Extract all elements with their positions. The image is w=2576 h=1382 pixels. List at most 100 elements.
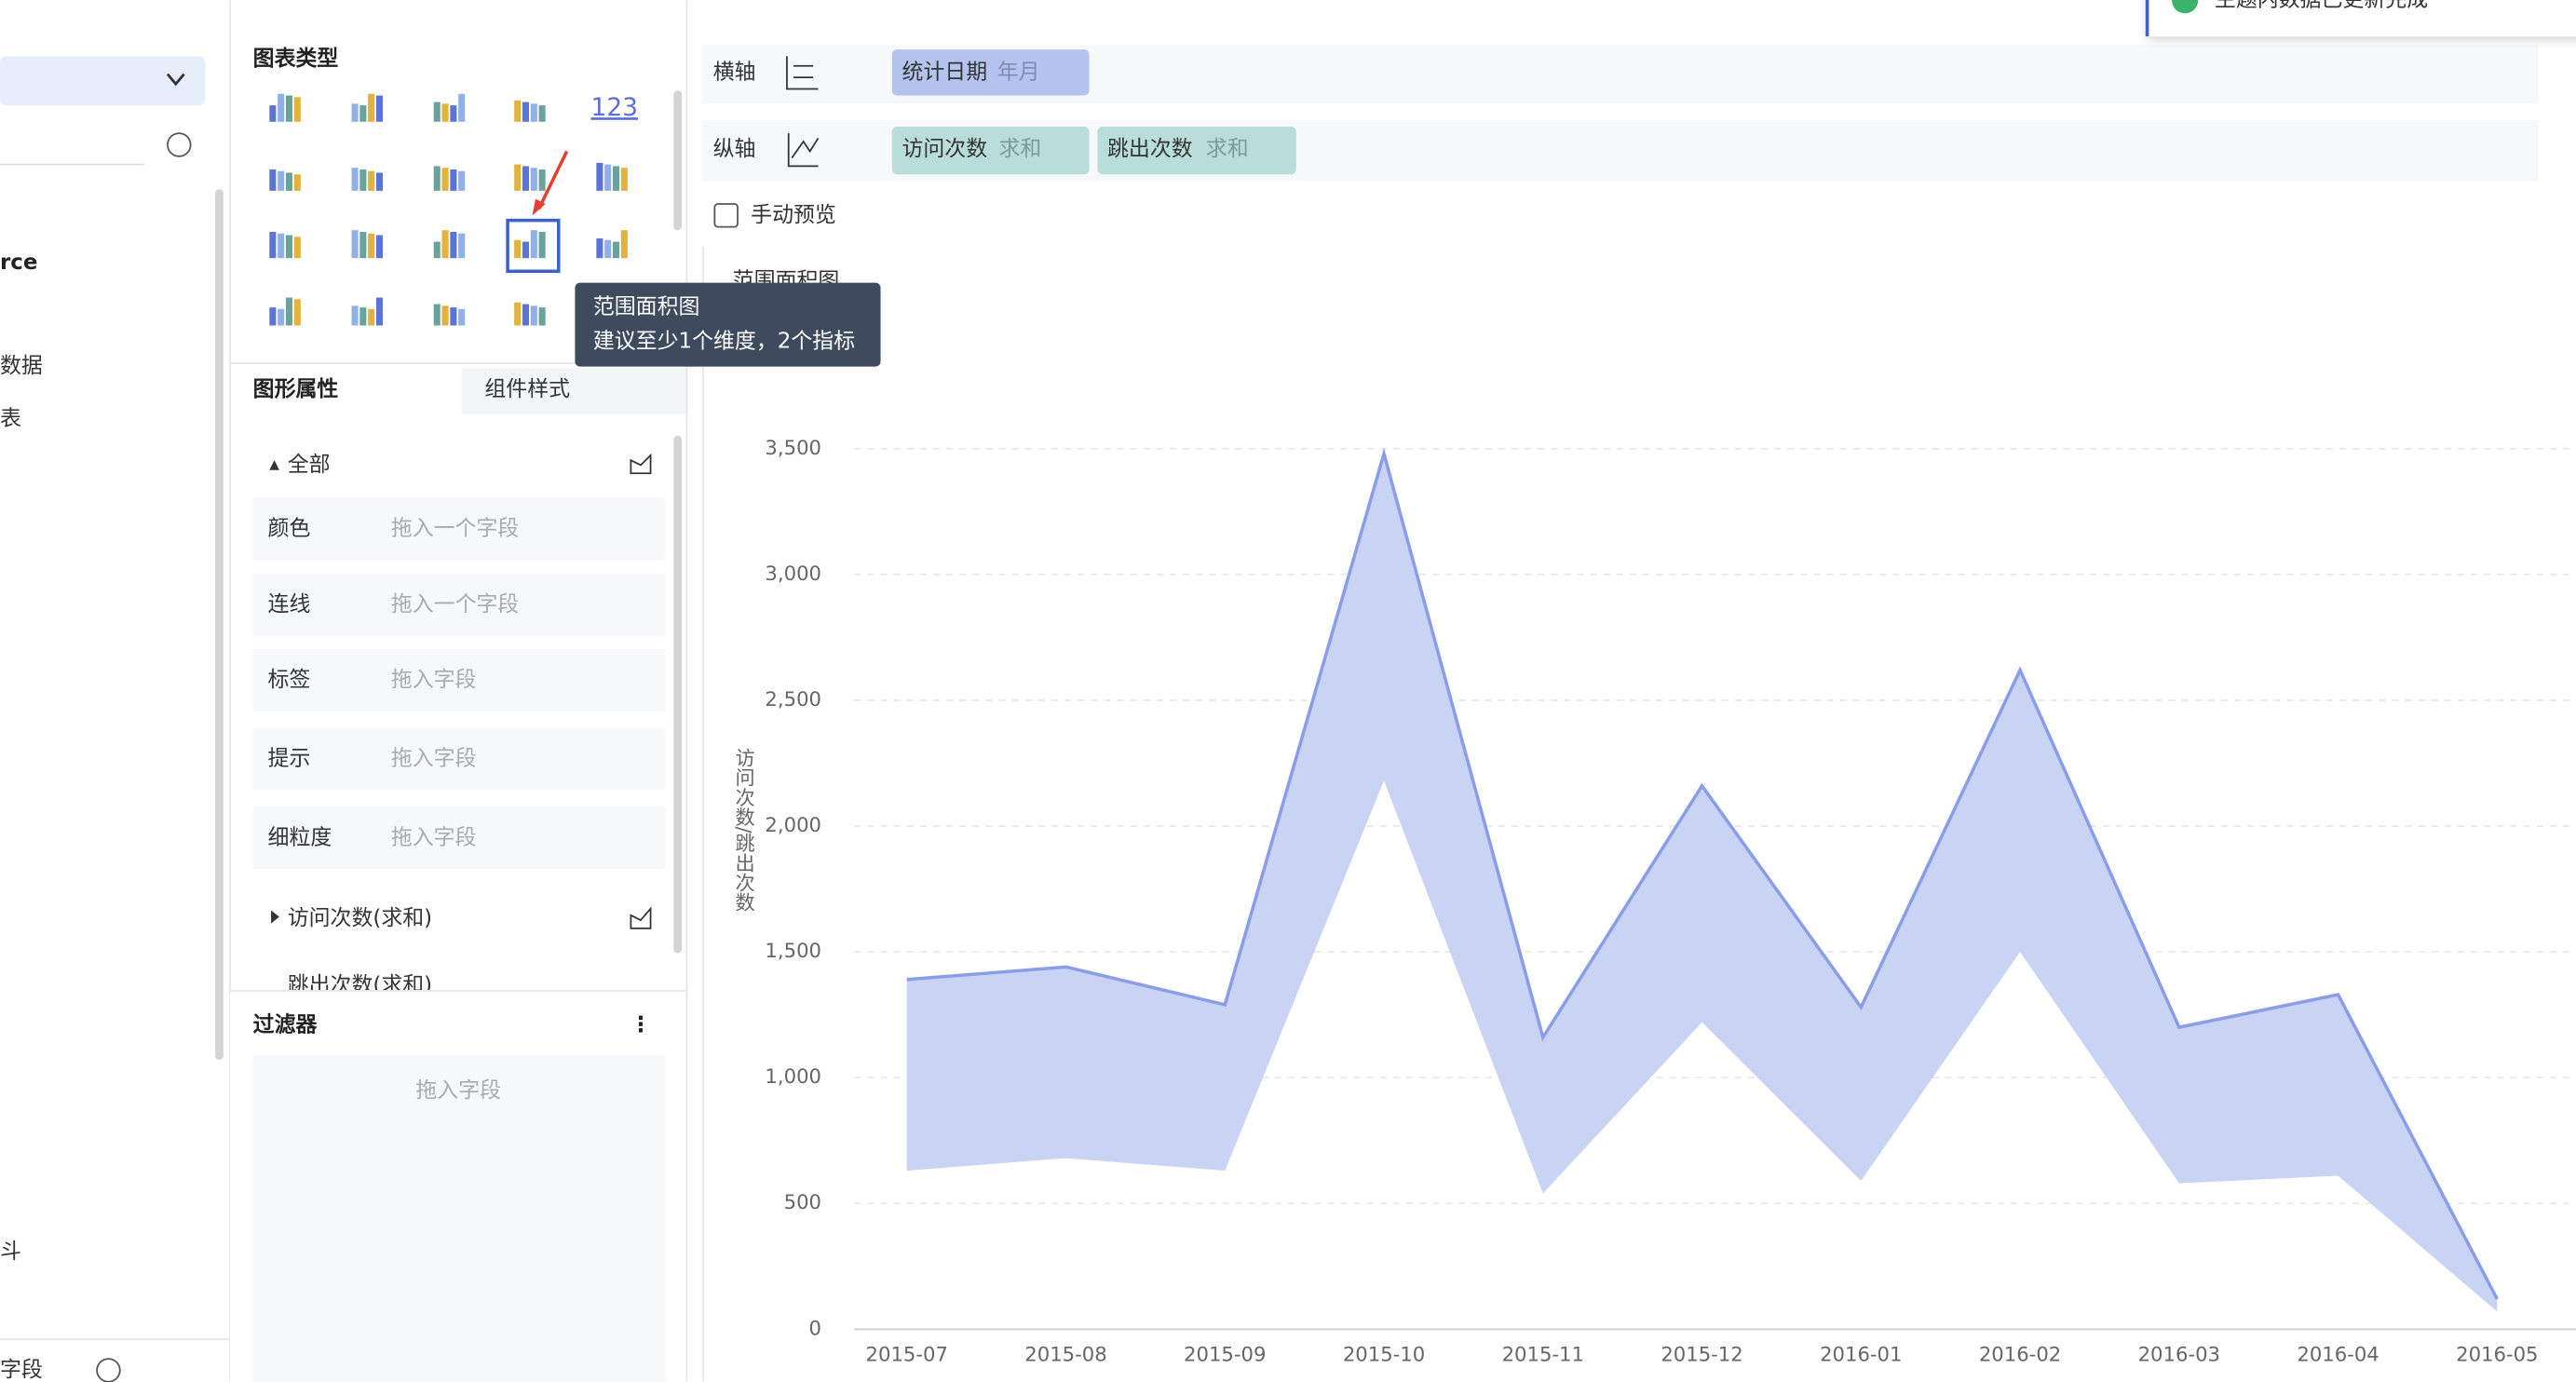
icon-part — [368, 308, 375, 326]
y-tick-label: 1,000 — [765, 1064, 821, 1088]
axis-icon — [786, 56, 819, 90]
icon-part — [293, 299, 301, 326]
chart-type-icon[interactable] — [433, 304, 466, 326]
chart-type-icon[interactable] — [351, 93, 384, 122]
chart-type-icon[interactable] — [269, 297, 301, 326]
icon-part — [278, 308, 285, 326]
icon-part — [458, 170, 466, 191]
pill-agg[interactable]: 年月 — [997, 60, 1040, 84]
icon-part — [522, 166, 530, 191]
drop-row[interactable] — [252, 573, 666, 636]
icon-part — [368, 233, 375, 259]
tab[interactable]: 组件样式 — [484, 377, 570, 401]
shelf-label: 横轴 — [713, 60, 756, 84]
chart-type-icon[interactable] — [514, 164, 546, 191]
chart-type-icon[interactable] — [269, 231, 301, 259]
icon-part — [278, 233, 285, 259]
filter-hint: 拖入字段 — [415, 1078, 501, 1103]
icon-part — [458, 233, 466, 259]
chart-type-icon[interactable] — [433, 230, 466, 259]
icon-part — [450, 307, 457, 326]
pill[interactable] — [891, 49, 1090, 96]
sidebar-item[interactable]: 漏斗 — [0, 1240, 21, 1264]
chart-type-icon[interactable] — [596, 230, 628, 259]
icon-part — [368, 170, 375, 191]
filter-drop[interactable] — [252, 1054, 666, 1382]
row-label: 标签 — [268, 668, 311, 692]
chart-type-icon[interactable] — [269, 93, 301, 122]
icon-part — [612, 166, 620, 191]
x-tick-label: 2015-10 — [1343, 1343, 1425, 1366]
drop-row[interactable] — [252, 649, 666, 712]
icon-part — [441, 168, 449, 191]
icon-part — [351, 230, 359, 259]
pill-name[interactable]: 访问次数 — [902, 137, 987, 161]
icon-part — [433, 241, 441, 259]
icon-part — [538, 231, 546, 259]
toast-text: 主题内数据已更新完成 — [2215, 0, 2428, 12]
row-hint: 拖入一个字段 — [391, 517, 520, 541]
chart-type-icon[interactable] — [514, 100, 546, 122]
chart-type-icon[interactable] — [433, 93, 466, 122]
chart-type-icon[interactable] — [351, 168, 384, 191]
chart-type-icon[interactable] — [433, 166, 466, 191]
drop-row[interactable] — [252, 497, 666, 561]
row-label: 颜色 — [268, 517, 311, 541]
pill-agg[interactable]: 求和 — [999, 137, 1042, 161]
icon-part — [538, 169, 546, 191]
row-label: 提示 — [268, 747, 311, 771]
selected-type[interactable] — [506, 218, 561, 274]
checkbox-label[interactable]: 手动预览 — [751, 203, 836, 227]
y-tick-label: 0 — [809, 1316, 821, 1339]
sidebar-item[interactable]: rce — [0, 251, 37, 275]
area-icon — [630, 453, 652, 475]
icon-part — [458, 308, 466, 326]
pill-agg[interactable]: 求和 — [1206, 137, 1249, 161]
icon-part — [530, 230, 537, 259]
y-axis-label: 访问次数/跳出次数 — [733, 747, 756, 912]
icon-part — [530, 305, 537, 326]
chart-type-icon[interactable] — [269, 169, 301, 191]
icon-part — [278, 170, 285, 191]
sidebar-item[interactable]: 关字段 — [0, 1358, 43, 1382]
measure-label[interactable]: 访问次数(求和) — [288, 906, 432, 930]
menu[interactable]: ⋮ — [630, 1012, 652, 1036]
drop-row[interactable] — [252, 806, 666, 870]
filter-title: 过滤器 — [253, 1012, 319, 1036]
chart-type-icon[interactable] — [514, 230, 546, 259]
chart-type-icon[interactable] — [514, 302, 546, 326]
y-tick-label: 2,000 — [765, 813, 821, 836]
drop-row[interactable] — [252, 727, 666, 791]
icon-part — [604, 239, 612, 259]
pill[interactable] — [891, 127, 1090, 175]
success-icon — [2172, 0, 2199, 14]
sidebar-item[interactable]: 表 — [0, 407, 21, 431]
group-label[interactable]: 全部 — [288, 453, 331, 477]
pill-name[interactable]: 统计日期 — [902, 60, 987, 84]
scrollbar — [673, 90, 683, 231]
icon-part — [269, 169, 277, 191]
x-tick-label: 2015-08 — [1024, 1343, 1106, 1366]
kpi-icon[interactable]: 123 — [590, 93, 638, 122]
row-hint: 拖入字段 — [391, 825, 477, 849]
chart-type-icon[interactable] — [351, 297, 384, 326]
pill[interactable] — [1097, 127, 1296, 175]
sidebar — [0, 0, 230, 1382]
icon-part — [351, 305, 359, 326]
icon-part — [596, 238, 603, 259]
dataset-select[interactable] — [0, 56, 206, 106]
x-tick-label: 2015-09 — [1184, 1343, 1266, 1366]
tab[interactable]: 图形属性 — [253, 377, 339, 401]
chart-type-icon[interactable] — [596, 162, 628, 191]
tab-bg[interactable] — [461, 368, 687, 414]
icon-part — [285, 235, 292, 259]
more-icon[interactable] — [167, 132, 192, 157]
checkbox[interactable] — [713, 203, 739, 228]
chart-type-icon[interactable] — [351, 230, 384, 259]
sidebar-item[interactable]: 据数据 — [0, 354, 43, 378]
icon-part — [441, 103, 449, 122]
tooltip-title: 范围面积图 — [593, 295, 700, 319]
pill-name[interactable]: 跳出次数 — [1107, 137, 1193, 161]
